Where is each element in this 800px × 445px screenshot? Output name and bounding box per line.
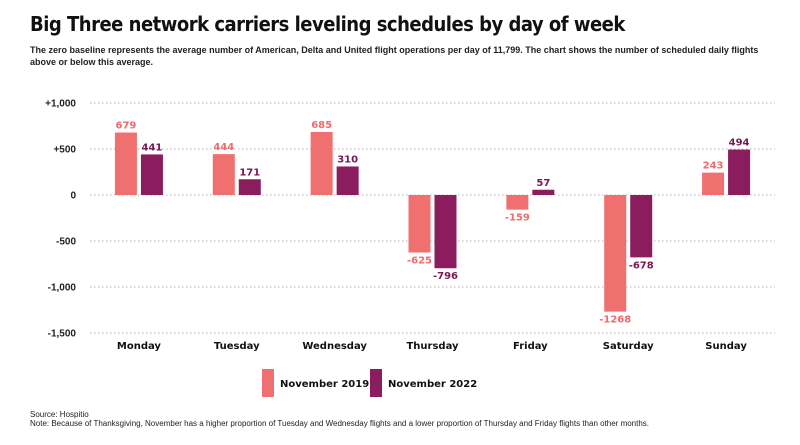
bar-saturday-2019: [604, 195, 627, 312]
x-axis-categories: Monday Tuesday Wednesday Thursday Friday Satu…: [117, 341, 747, 352]
footer: Source: Hospitio Note: Because of Thanks…: [30, 410, 649, 428]
legend-swatch: [262, 369, 274, 397]
data-label: 441: [141, 142, 162, 153]
data-label: -625: [407, 256, 432, 267]
bar-sunday-2019: [702, 172, 725, 195]
bar-monday-2019: [114, 132, 137, 195]
chart-title: Big Three network carriers leveling sche…: [30, 12, 625, 36]
data-label: 444: [213, 142, 234, 153]
grid-lines: [90, 102, 775, 334]
y-tick-label: -1,500: [48, 329, 77, 340]
bar-thursday-2019: [408, 195, 431, 253]
bar-wednesday-2019: [310, 131, 333, 195]
data-label: 57: [536, 178, 550, 189]
data-labels: 679 441 444 171 685 310 -625-796 -159 57 -1268 -67…: [115, 120, 749, 326]
data-label: 685: [311, 120, 332, 131]
y-tick-label: +1,000: [45, 99, 76, 110]
y-tick-label: +500: [53, 145, 76, 156]
bar-sunday-2022: [728, 149, 751, 195]
note-text: Note: Because of Thanksgiving, November …: [30, 419, 650, 428]
y-tick-label: -1,000: [48, 283, 77, 294]
bar-saturday-2022: [630, 195, 653, 258]
bar-tuesday-2019: [212, 154, 235, 195]
source-text: Source: Hospitio: [30, 410, 89, 419]
data-label: 679: [115, 121, 136, 132]
bar-tuesday-2022: [238, 179, 261, 195]
bar-thursday-2022: [434, 195, 457, 269]
bar-wednesday-2022: [336, 166, 359, 195]
category-label: Friday: [513, 341, 548, 352]
data-label: -1268: [599, 315, 631, 326]
data-label: -678: [629, 260, 654, 271]
data-label: -159: [505, 213, 530, 224]
y-tick-label: -500: [56, 237, 76, 248]
y-axis-ticks: +1,000 +500 0 -500 -1,000 -1,500: [45, 99, 76, 340]
chart-subtitle: The zero baseline represents the average…: [30, 45, 759, 67]
category-label: Wednesday: [302, 341, 367, 352]
category-label: Saturday: [603, 341, 654, 352]
legend-label: November 2022: [388, 379, 477, 390]
data-label: 171: [239, 167, 260, 178]
legend: November 2019 November 2022: [262, 369, 477, 397]
category-label: Tuesday: [214, 341, 260, 352]
bars: [114, 131, 751, 312]
category-label: Thursday: [406, 341, 459, 352]
bar-monday-2022: [140, 154, 163, 195]
category-label: Sunday: [705, 341, 747, 352]
legend-label: November 2019: [280, 379, 369, 390]
legend-swatch: [370, 369, 382, 397]
category-label: Monday: [117, 341, 162, 352]
bar-friday-2022: [532, 189, 555, 195]
y-tick-label: 0: [70, 191, 76, 202]
data-label: 494: [729, 138, 750, 149]
data-label: -796: [433, 271, 458, 282]
data-label: 310: [337, 154, 358, 165]
bar-friday-2019: [506, 195, 529, 210]
data-label: 243: [703, 161, 724, 172]
